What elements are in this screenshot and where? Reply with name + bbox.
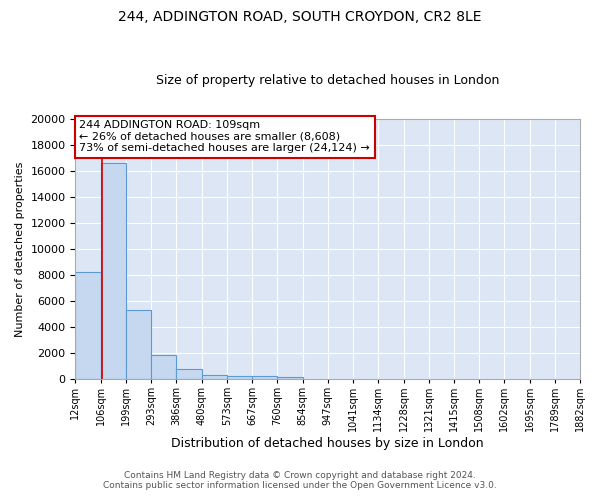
Bar — [76, 272, 101, 379]
Bar — [202, 376, 227, 379]
Text: Contains HM Land Registry data © Crown copyright and database right 2024.
Contai: Contains HM Land Registry data © Crown c… — [103, 470, 497, 490]
Bar — [126, 310, 151, 379]
Title: Size of property relative to detached houses in London: Size of property relative to detached ho… — [156, 74, 499, 87]
Bar — [277, 377, 302, 379]
Y-axis label: Number of detached properties: Number of detached properties — [15, 161, 25, 336]
Bar — [151, 355, 176, 379]
Bar — [252, 376, 277, 379]
Text: 244 ADDINGTON ROAD: 109sqm
← 26% of detached houses are smaller (8,608)
73% of s: 244 ADDINGTON ROAD: 109sqm ← 26% of deta… — [79, 120, 370, 153]
Text: 244, ADDINGTON ROAD, SOUTH CROYDON, CR2 8LE: 244, ADDINGTON ROAD, SOUTH CROYDON, CR2 … — [118, 10, 482, 24]
X-axis label: Distribution of detached houses by size in London: Distribution of detached houses by size … — [172, 437, 484, 450]
Bar — [101, 163, 126, 379]
Bar — [227, 376, 252, 379]
Bar — [176, 369, 202, 379]
